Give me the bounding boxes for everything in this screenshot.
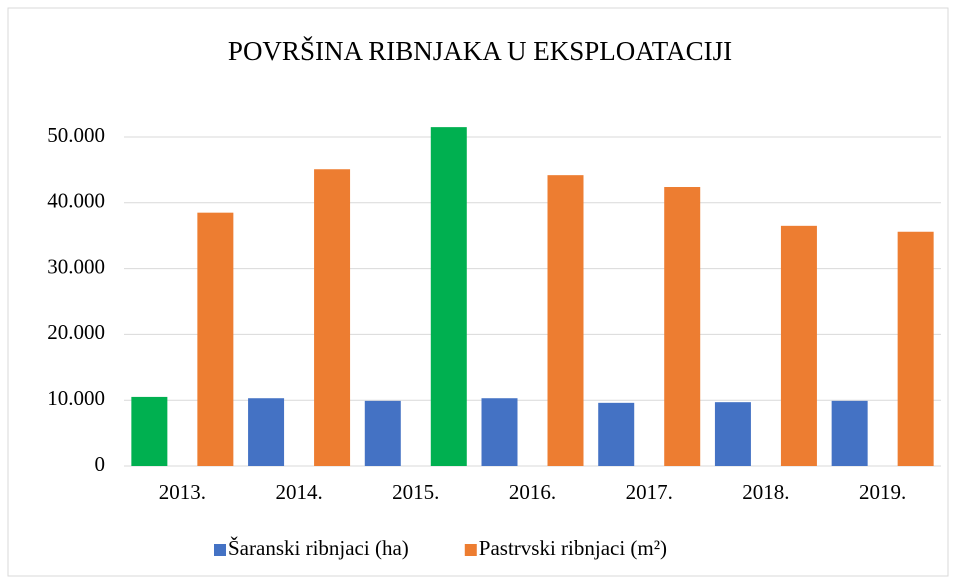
y-tick-label: 20.000 <box>47 320 105 344</box>
bar <box>248 398 285 466</box>
bar <box>831 400 868 466</box>
bar <box>598 402 635 466</box>
x-tick-label: 2016. <box>509 480 556 504</box>
chart-title: POVRŠINA RIBNJAKA U EKSPLOATACIJI <box>228 36 732 66</box>
legend-swatch <box>464 544 477 556</box>
bar <box>481 398 518 466</box>
legend-swatch <box>214 544 226 556</box>
y-tick-label: 0 <box>95 452 106 476</box>
bar <box>780 225 817 466</box>
x-tick-label: 2017. <box>626 480 673 504</box>
x-tick-label: 2015. <box>392 480 439 504</box>
y-tick-label: 30.000 <box>47 254 105 278</box>
y-tick-label: 10.000 <box>47 386 105 410</box>
bar <box>664 187 701 466</box>
legend-label: Šaranski ribnjaci (ha) <box>228 536 409 560</box>
bar <box>430 127 467 466</box>
x-tick-label: 2018. <box>742 480 789 504</box>
y-tick-label: 40.000 <box>47 189 105 213</box>
legend-label: Pastrvski ribnjaci (m²) <box>479 536 667 560</box>
bar <box>131 396 168 466</box>
x-tick-label: 2019. <box>859 480 906 504</box>
bar <box>714 402 751 466</box>
bar <box>364 400 401 466</box>
bar <box>197 212 234 466</box>
bar <box>547 175 584 466</box>
bar <box>897 231 934 466</box>
x-tick-label: 2014. <box>275 480 322 504</box>
x-tick-label: 2013. <box>159 480 206 504</box>
bar <box>314 169 351 466</box>
y-tick-label: 50.000 <box>47 123 105 147</box>
